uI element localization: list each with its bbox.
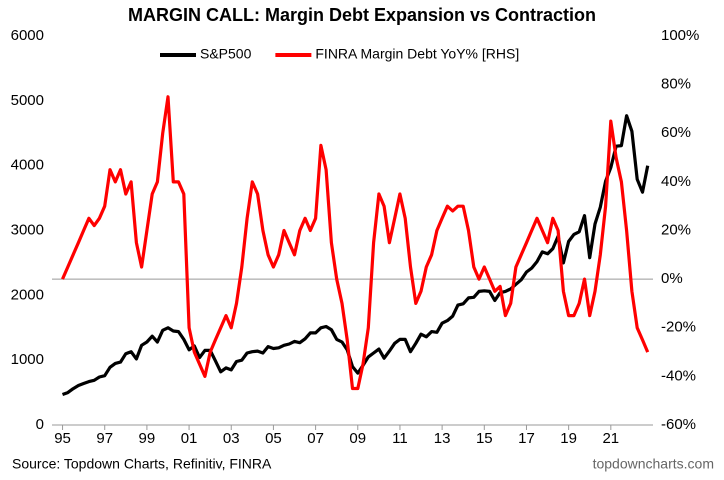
watermark: topdowncharts.com <box>593 456 714 472</box>
x-tick-label: 17 <box>518 430 535 447</box>
x-tick-label: 97 <box>96 430 113 447</box>
y2-tick-label: -40% <box>661 367 696 384</box>
x-tick-label: 95 <box>54 430 71 447</box>
y-tick-label: 2000 <box>11 286 44 303</box>
y-tick-label: 3000 <box>11 221 44 238</box>
y-tick-label: 0 <box>36 416 44 433</box>
x-tick-label: 09 <box>349 430 366 447</box>
series-line <box>61 95 650 391</box>
y2-tick-label: 60% <box>661 124 691 141</box>
x-tick-label: 03 <box>223 430 240 447</box>
legend-label: FINRA Margin Debt YoY% [RHS] <box>315 46 519 62</box>
y-tick-label: 1000 <box>11 351 44 368</box>
legend-label: S&P500 <box>200 46 252 62</box>
chart-title: MARGIN CALL: Margin Debt Expansion vs Co… <box>128 5 596 25</box>
x-tick-label: 13 <box>434 430 451 447</box>
y2-tick-label: -20% <box>661 319 696 336</box>
y-tick-label: 5000 <box>11 92 44 109</box>
y2-tick-label: 0% <box>661 270 683 287</box>
x-tick-label: 15 <box>476 430 493 447</box>
source: Source: Topdown Charts, Refinitiv, FINRA <box>12 456 272 472</box>
x-tick-label: 01 <box>181 430 198 447</box>
x-tick-label: 11 <box>392 430 408 447</box>
series-line <box>61 114 650 397</box>
x-tick-label: 21 <box>602 430 619 447</box>
x-tick-label: 19 <box>560 430 577 447</box>
x-tick-label: 05 <box>265 430 282 447</box>
y-tick-label: 4000 <box>11 157 44 174</box>
y2-tick-label: -60% <box>661 416 696 433</box>
x-tick-label: 99 <box>139 430 156 447</box>
y2-tick-label: 40% <box>661 173 691 190</box>
y-tick-label: 6000 <box>11 27 44 44</box>
y2-tick-label: 20% <box>661 221 691 238</box>
y2-tick-label: 80% <box>661 76 691 93</box>
x-tick-label: 07 <box>307 430 324 447</box>
y2-tick-label: 100% <box>661 27 699 44</box>
